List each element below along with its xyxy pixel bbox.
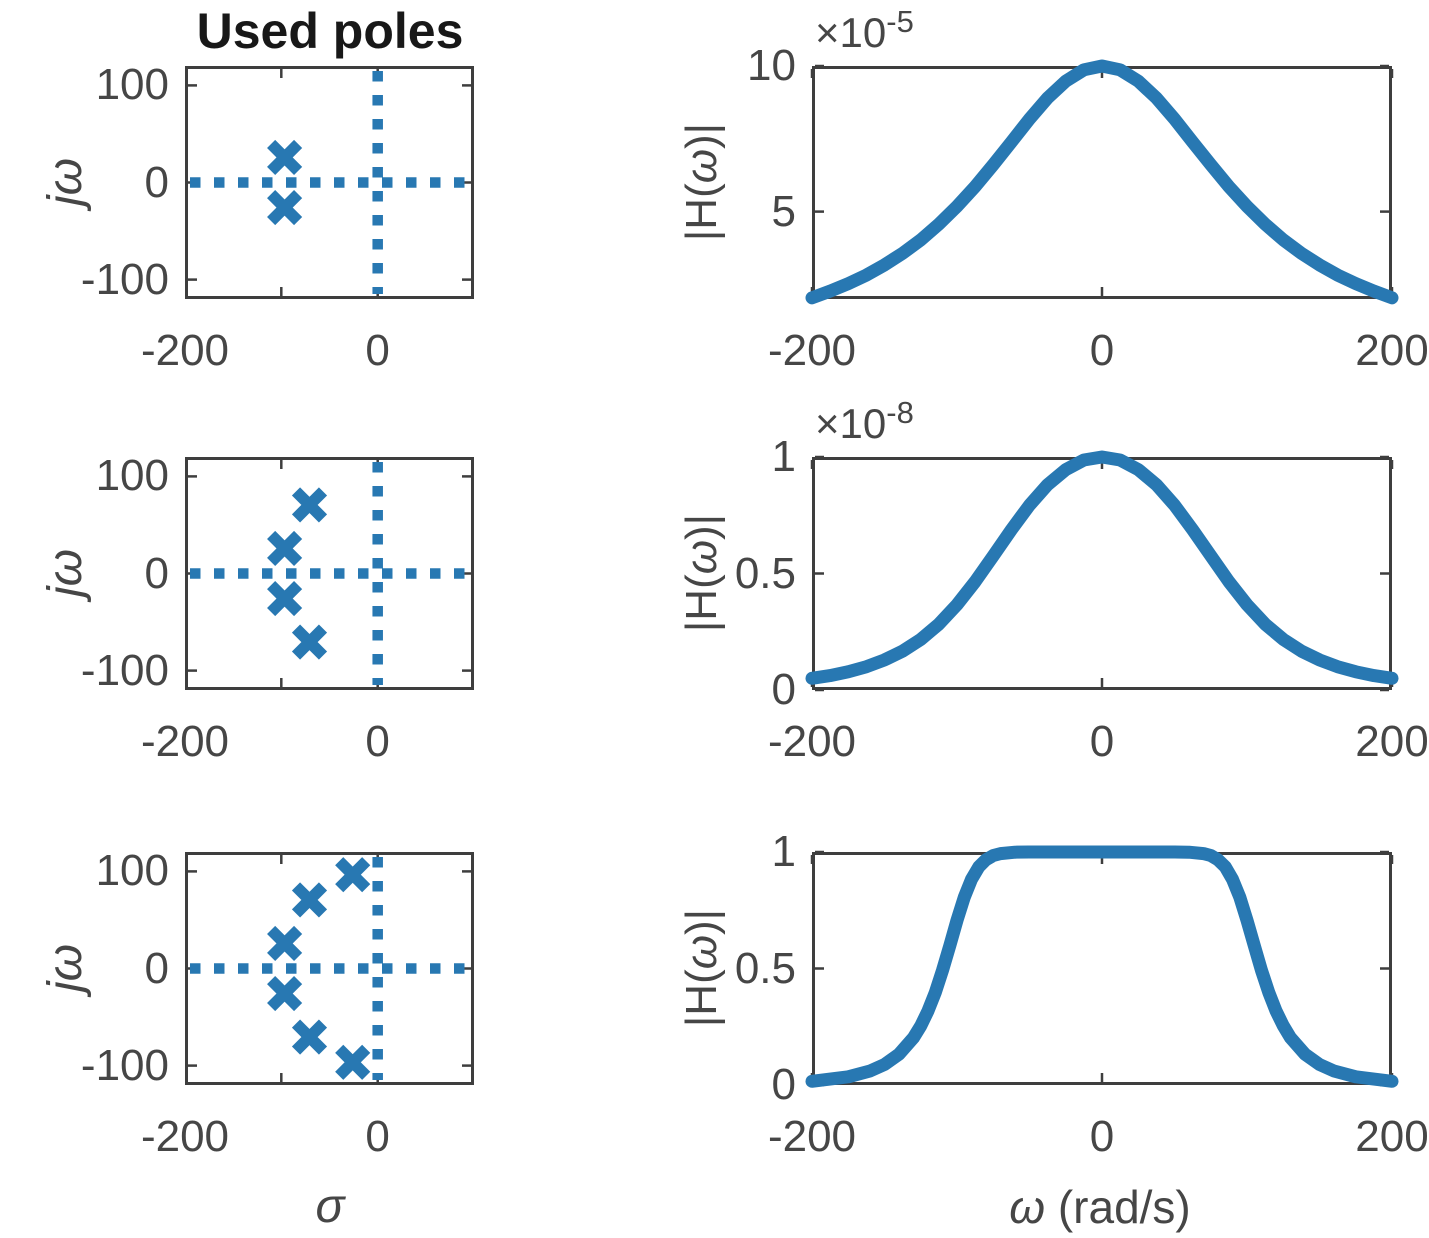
- y-tick-label: 1: [771, 432, 796, 481]
- pole-marker: [267, 530, 303, 566]
- y-tick-label: 0: [771, 1060, 796, 1109]
- x-tick-label: 200: [1355, 717, 1429, 766]
- y-tick-label: 0.5: [734, 943, 796, 993]
- magnitude-curve: [805, 450, 1399, 685]
- x-tick-label: 200: [1355, 326, 1429, 375]
- y-tick-label: 1: [771, 827, 796, 876]
- pole-marker: [335, 857, 371, 893]
- omega-axis-label: ω (rad/s): [1009, 1181, 1191, 1233]
- pole-marker: [335, 1044, 371, 1080]
- x-tick-label: -200: [767, 717, 857, 766]
- magnitude-curve: [805, 59, 1399, 305]
- x-tick-label: 0: [365, 717, 390, 766]
- y-exponent-label-1e-8: ×10-8: [815, 395, 914, 448]
- pole-marker: [267, 190, 303, 226]
- poles-order2-canvas: [185, 66, 474, 299]
- sigma-axis-label: σ: [315, 1180, 345, 1233]
- y-tick-label: 0: [771, 665, 796, 714]
- exponent-power: -8: [886, 395, 914, 430]
- y-tick-label: 100: [95, 60, 169, 110]
- pole-marker: [291, 487, 328, 523]
- mag-order4-canvas: [805, 450, 1399, 692]
- y-tick-label: 0: [144, 157, 169, 207]
- mag-order2-canvas: [805, 59, 1399, 305]
- y-exponent-label-1e-5: ×10-5: [815, 4, 914, 57]
- x-tick-label: -200: [140, 1112, 230, 1161]
- y-tick-label: -100: [80, 645, 169, 695]
- pole-marker: [267, 581, 303, 617]
- poles-order6-canvas: [185, 852, 474, 1085]
- pole-marker: [291, 882, 328, 918]
- axes-box: [185, 852, 474, 1085]
- pole-marker: [291, 1019, 328, 1055]
- pole-plot-order-2: -200 0 100 0 -100: [81, 61, 474, 375]
- pole-marker: [267, 925, 303, 961]
- y-tick-label: 0.5: [734, 548, 796, 598]
- poles-order4-canvas: [185, 457, 474, 690]
- y-tick-label: 10: [747, 41, 796, 90]
- y-tick-label: 100: [95, 451, 169, 501]
- y-tick-label: 100: [95, 846, 169, 896]
- x-tick-label: -200: [767, 326, 857, 375]
- pole-plot-order-4: -200 0 100 0 -100: [81, 452, 474, 766]
- y-tick-label: -100: [80, 1040, 169, 1090]
- used-poles-title: Used poles: [196, 3, 464, 59]
- x-tick-label: -200: [140, 717, 230, 766]
- x-tick-label: 200: [1355, 1112, 1429, 1161]
- pole-marker: [267, 139, 303, 175]
- y-tick-label: 0: [144, 548, 169, 598]
- y-tick-label: 5: [771, 186, 796, 236]
- x-tick-label: 0: [365, 1112, 390, 1161]
- x-tick-label: -200: [767, 1112, 857, 1161]
- magnitude-curve: [805, 845, 1399, 1088]
- x-tick-label: 0: [365, 326, 390, 375]
- x-tick-label: -200: [140, 326, 230, 375]
- x-tick-label: 0: [1089, 717, 1115, 766]
- x-tick-label: 0: [1089, 1112, 1115, 1161]
- y-tick-label: 0: [144, 943, 169, 993]
- mag-order6-canvas: [805, 845, 1399, 1088]
- magnitude-plot-order-2: -200 0 200 10 5: [747, 42, 1429, 375]
- pole-marker: [291, 624, 328, 660]
- axes-box: [812, 66, 1392, 299]
- axes-box: [185, 457, 474, 690]
- exponent-base: ×10: [815, 400, 887, 447]
- axes-box: [185, 66, 474, 299]
- exponent-power: -5: [886, 4, 914, 39]
- x-tick-label: 0: [1089, 326, 1115, 375]
- exponent-base: ×10: [815, 9, 887, 56]
- magnitude-plot-order-6: -200 0 200 1 0.5 0: [735, 828, 1429, 1161]
- pole-marker: [267, 976, 303, 1012]
- magnitude-plot-order-4: -200 0 200 1 0.5 0: [735, 433, 1429, 766]
- pole-plot-order-6: -200 0 100 0 -100: [81, 847, 474, 1161]
- y-tick-label: -100: [80, 254, 169, 304]
